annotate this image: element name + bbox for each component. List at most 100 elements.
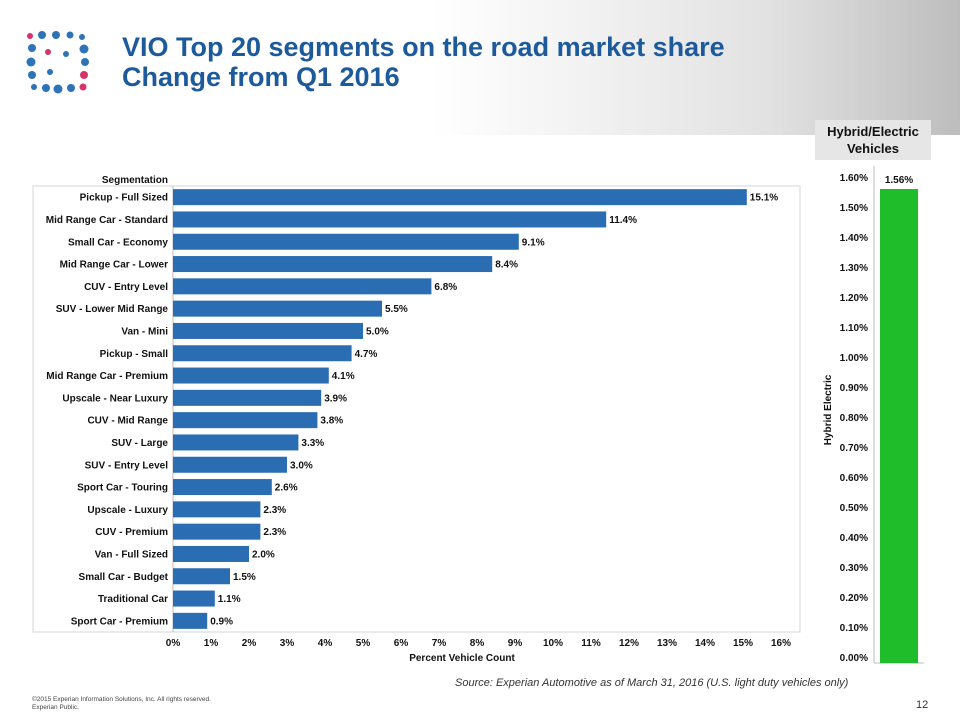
y-tick-label: 0.80%	[840, 413, 868, 424]
logo-dot	[81, 58, 89, 66]
hybrid-bar	[880, 189, 918, 663]
y-tick-label: 0.30%	[840, 563, 868, 574]
logo-dot	[42, 84, 50, 92]
category-label: Van - Full Sized	[95, 549, 168, 560]
x-tick-label: 16%	[771, 638, 791, 649]
category-label: SUV - Entry Level	[85, 460, 169, 471]
x-tick-label: 8%	[470, 638, 485, 649]
category-label: CUV - Mid Range	[87, 416, 168, 427]
x-tick-label: 5%	[356, 638, 371, 649]
bar	[173, 233, 519, 250]
bar	[173, 456, 287, 473]
category-label: Mid Range Car - Lower	[60, 260, 168, 271]
x-tick-label: 6%	[394, 638, 409, 649]
bar	[173, 389, 322, 406]
bar	[173, 211, 607, 228]
category-label: Small Car - Budget	[79, 572, 169, 583]
bar-chart-frame	[32, 185, 801, 633]
logo-dot	[67, 84, 75, 92]
x-tick-label: 13%	[657, 638, 677, 649]
data-label: 1.5%	[233, 572, 256, 583]
data-label: 3.3%	[301, 438, 324, 449]
y-tick-label: 1.50%	[840, 203, 868, 214]
y-tick-label: 1.10%	[840, 323, 868, 334]
logo-dot	[27, 33, 33, 39]
y-tick-label: 0.60%	[840, 473, 868, 484]
y-tick-label: 1.20%	[840, 293, 868, 304]
data-label: 1.1%	[218, 594, 241, 605]
header-band	[0, 0, 960, 135]
bar	[173, 568, 230, 585]
hybrid-badge-line-1: Hybrid/Electric	[827, 124, 919, 139]
classification-text: Experian Public.	[32, 704, 79, 711]
logo-dot	[26, 57, 36, 67]
category-label: SUV - Large	[111, 438, 168, 449]
x-tick-label: 15%	[733, 638, 753, 649]
bar	[173, 189, 747, 206]
bar	[173, 345, 352, 362]
x-axis-label: Percent Vehicle Count	[409, 653, 515, 664]
x-tick-label: 1%	[204, 638, 219, 649]
bar	[173, 412, 318, 429]
data-label: 3.0%	[290, 460, 313, 471]
category-label: Mid Range Car - Standard	[46, 215, 168, 226]
data-label: 15.1%	[750, 193, 778, 204]
data-label: 6.8%	[434, 282, 457, 293]
data-label: 11.4%	[609, 215, 637, 226]
y-axis-label: Hybrid Electric	[823, 374, 834, 445]
data-label: 5.5%	[385, 304, 408, 315]
data-label: 8.4%	[495, 260, 518, 271]
y-tick-label: 0.50%	[840, 503, 868, 514]
category-label: Upscale - Near Luxury	[62, 393, 168, 404]
bar	[173, 322, 363, 339]
category-label: Small Car - Economy	[68, 237, 168, 248]
logo-dot	[52, 31, 60, 39]
hybrid-data-label: 1.56%	[885, 175, 913, 186]
y-tick-label: 0.90%	[840, 383, 868, 394]
hybrid-badge-line-2: Vehicles	[846, 141, 900, 156]
bar	[173, 434, 299, 451]
data-label: 5.0%	[366, 326, 389, 337]
x-tick-label: 10%	[543, 638, 563, 649]
experian-logo	[26, 31, 89, 94]
y-tick-label: 0.00%	[840, 653, 868, 664]
title-line-2: Change from Q1 2016	[122, 62, 400, 92]
y-tick-label: 1.60%	[840, 173, 868, 184]
logo-dot	[79, 34, 85, 40]
hybrid-electric-badge: Hybrid/Electric Vehicles	[815, 120, 931, 160]
data-label: 9.1%	[522, 237, 545, 248]
category-label: Sport Car - Touring	[77, 483, 168, 494]
x-tick-label: 0%	[166, 638, 181, 649]
y-tick-label: 1.00%	[840, 353, 868, 364]
category-label: Mid Range Car - Premium	[46, 371, 168, 382]
bar	[173, 256, 493, 273]
bar	[173, 590, 215, 607]
logo-dot	[31, 84, 37, 90]
category-label: Van - Mini	[121, 326, 168, 337]
logo-dot	[53, 84, 63, 94]
x-tick-label: 11%	[581, 638, 601, 649]
bar	[173, 501, 261, 518]
logo-dot	[66, 31, 74, 39]
y-tick-label: 0.70%	[840, 443, 868, 454]
bar	[173, 545, 249, 562]
x-tick-label: 2%	[242, 638, 257, 649]
bar	[173, 367, 329, 384]
x-tick-label: 14%	[695, 638, 715, 649]
bar	[173, 479, 272, 496]
data-label: 4.1%	[332, 371, 355, 382]
logo-dot	[28, 44, 36, 52]
source-note: Source: Experian Automotive as of March …	[455, 677, 849, 689]
category-label: Pickup - Full Sized	[80, 193, 168, 204]
data-label: 2.3%	[263, 527, 286, 538]
data-label: 2.6%	[275, 483, 298, 494]
logo-dot	[63, 51, 69, 57]
x-tick-label: 9%	[508, 638, 523, 649]
data-label: 3.8%	[320, 416, 343, 427]
logo-dot	[28, 71, 36, 79]
data-label: 2.0%	[252, 549, 275, 560]
logo-dot	[79, 83, 87, 91]
page-number: 12	[916, 699, 929, 711]
data-label: 4.7%	[355, 349, 378, 360]
